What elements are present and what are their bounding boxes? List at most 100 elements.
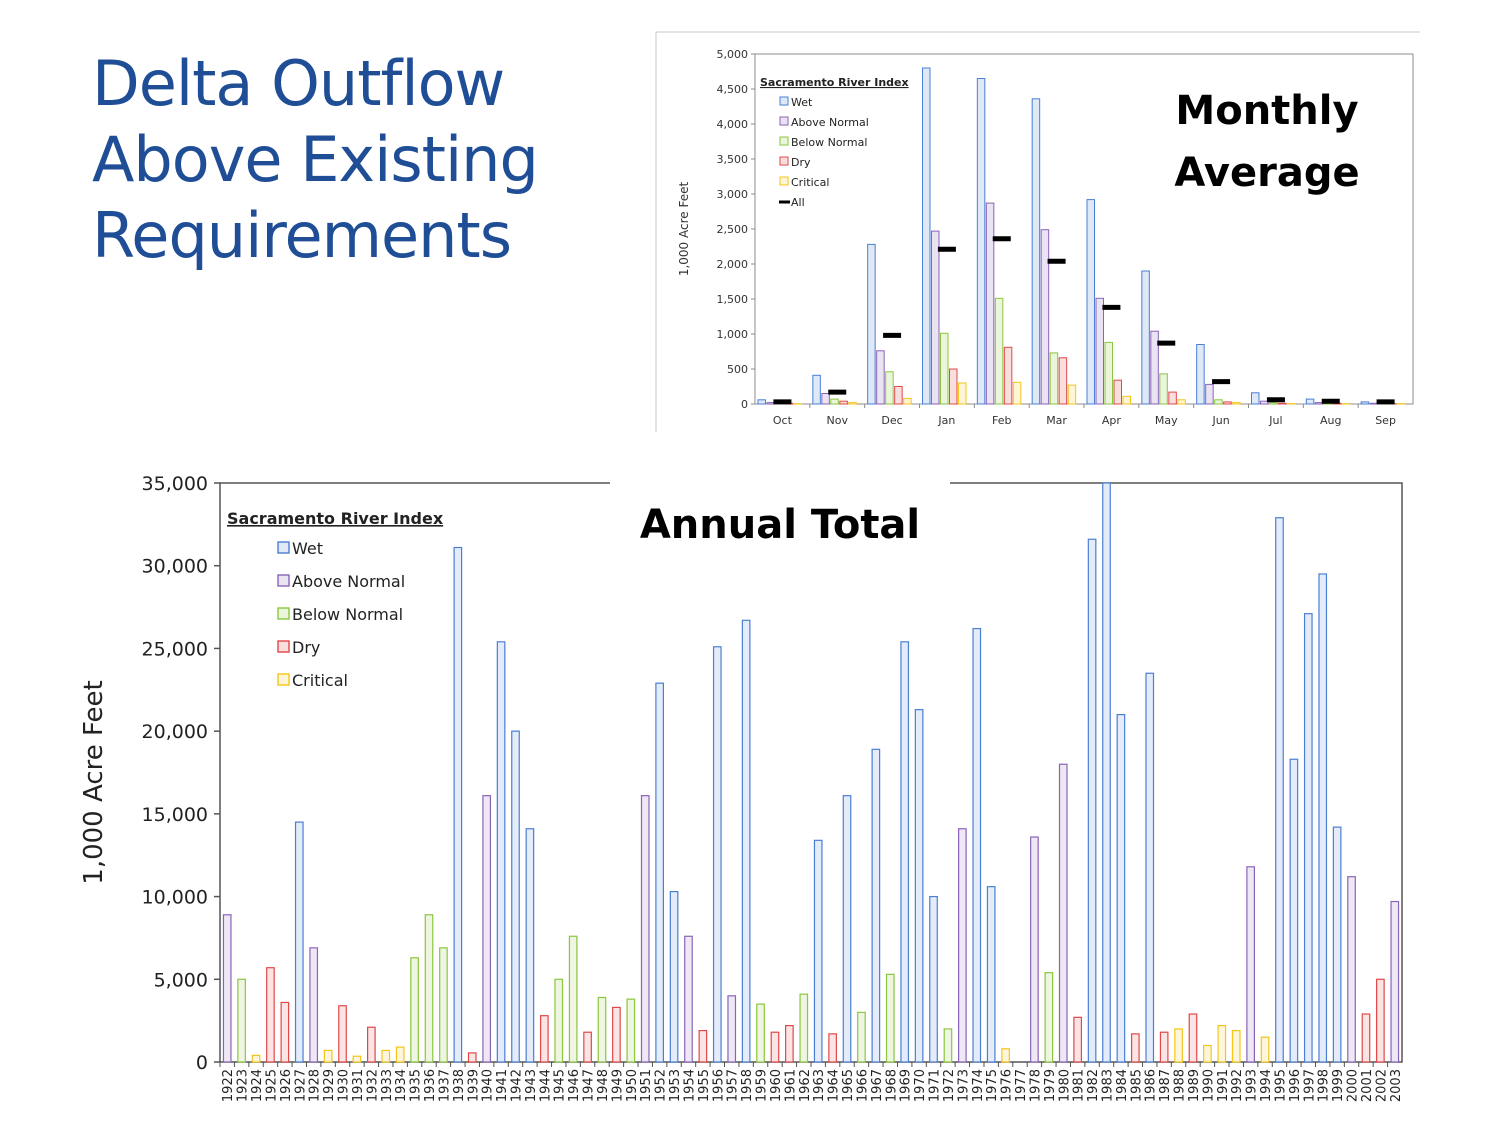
x-tick-label: 1925 bbox=[264, 1069, 279, 1102]
bar-1939 bbox=[467, 1052, 477, 1063]
bar-wet-nov bbox=[812, 374, 821, 405]
bar-1958 bbox=[741, 619, 751, 1063]
bar-1924 bbox=[251, 1054, 261, 1063]
legend-swatch-wet bbox=[277, 541, 290, 554]
bar-1961 bbox=[785, 1025, 794, 1063]
legend-swatch-critical bbox=[277, 673, 290, 686]
legend-swatch-dry bbox=[277, 640, 290, 653]
bar-1938 bbox=[453, 546, 463, 1063]
legend-swatch-above-normal bbox=[779, 116, 789, 126]
x-tick-label: 1922 bbox=[221, 1069, 236, 1102]
slide-title-line: Above Existing bbox=[92, 123, 539, 196]
legend-label-above-normal: Above Normal bbox=[791, 116, 869, 129]
bar-1947 bbox=[583, 1031, 592, 1063]
legend-label-above-normal: Above Normal bbox=[292, 572, 405, 591]
bar-1960 bbox=[770, 1031, 780, 1063]
bar-1927 bbox=[294, 821, 304, 1063]
x-tick-label: 1924 bbox=[250, 1069, 265, 1102]
x-tick-label: 1965 bbox=[841, 1069, 856, 1102]
plot-area bbox=[219, 482, 1403, 1063]
y-tick-label: 30,000 bbox=[142, 556, 208, 578]
x-tick-label: 1967 bbox=[870, 1069, 885, 1102]
x-tick-label: 1944 bbox=[538, 1069, 553, 1102]
bar-1987 bbox=[1159, 1031, 1169, 1063]
x-tick-label: 1963 bbox=[812, 1069, 827, 1102]
x-tick-label: 2000 bbox=[1346, 1069, 1361, 1102]
x-tick-label: 1987 bbox=[1158, 1069, 1173, 1102]
bar-1981 bbox=[1073, 1016, 1083, 1063]
bar-dry-dec bbox=[894, 386, 903, 405]
x-tick-label: 1957 bbox=[726, 1069, 741, 1102]
bar-critical-may bbox=[1177, 399, 1186, 405]
bar-1995 bbox=[1275, 517, 1284, 1063]
x-tick-label: 1985 bbox=[1129, 1069, 1144, 1102]
x-tick-label: 1943 bbox=[524, 1069, 539, 1102]
x-tick-label: 1947 bbox=[582, 1069, 597, 1102]
bar-1967 bbox=[871, 748, 881, 1063]
bar-1942 bbox=[511, 730, 520, 1063]
bar-above-normal-jun bbox=[1205, 383, 1214, 405]
x-tick-label: 1961 bbox=[783, 1069, 798, 1102]
x-tick-label: 1926 bbox=[279, 1069, 294, 1102]
bar-1986 bbox=[1145, 672, 1155, 1063]
title-box bbox=[1160, 78, 1370, 210]
bar-1982 bbox=[1087, 538, 1097, 1063]
y-tick-label: 4,500 bbox=[717, 83, 749, 96]
bar-below-normal-dec bbox=[885, 371, 894, 405]
x-tick-label: 1988 bbox=[1173, 1069, 1188, 1102]
bar-above-normal-nov bbox=[821, 393, 830, 405]
x-tick-label: 1966 bbox=[855, 1069, 870, 1102]
y-tick-label: 15,000 bbox=[142, 804, 208, 826]
x-tick-label: May bbox=[1155, 414, 1178, 427]
bar-below-normal-feb bbox=[994, 297, 1004, 405]
x-tick-label: 1996 bbox=[1288, 1069, 1303, 1102]
bar-1931 bbox=[352, 1055, 362, 1063]
x-tick-label: Jul bbox=[1268, 414, 1282, 427]
bar-1940 bbox=[482, 795, 492, 1063]
x-tick-label: Oct bbox=[773, 414, 793, 427]
bar-wet-aug bbox=[1305, 398, 1315, 405]
bar-1959 bbox=[756, 1003, 765, 1063]
x-tick-label: 1999 bbox=[1331, 1069, 1346, 1102]
bar-dry-jan bbox=[949, 368, 958, 405]
x-tick-label: 1979 bbox=[1043, 1069, 1058, 1102]
bar-1949 bbox=[612, 1006, 621, 1063]
bar-above-normal-apr bbox=[1095, 297, 1104, 405]
x-tick-label: 1990 bbox=[1201, 1069, 1216, 1102]
bar-dry-jul bbox=[1278, 402, 1287, 405]
bar-1962 bbox=[799, 993, 809, 1063]
legend-swatch-below-normal bbox=[277, 607, 290, 620]
y-tick-label: 10,000 bbox=[142, 887, 208, 909]
bar-below-normal-jul bbox=[1269, 402, 1278, 405]
bar-1978 bbox=[1030, 836, 1039, 1063]
bar-wet-may bbox=[1141, 270, 1150, 405]
bar-wet-jan bbox=[922, 67, 931, 405]
bar-below-normal-apr bbox=[1104, 341, 1113, 405]
bar-1956 bbox=[712, 646, 722, 1063]
legend-swatch-below-normal bbox=[779, 136, 789, 146]
bar-1936 bbox=[424, 914, 434, 1063]
y-tick-label: 35,000 bbox=[142, 473, 208, 495]
x-tick-label: 1956 bbox=[711, 1069, 726, 1102]
bar-critical-jun bbox=[1232, 402, 1241, 405]
x-tick-label: 1959 bbox=[755, 1069, 770, 1102]
x-tick-label: 1977 bbox=[1014, 1069, 1029, 1102]
bar-1926 bbox=[280, 1001, 290, 1063]
x-tick-label: 1931 bbox=[351, 1069, 366, 1102]
y-tick-label: 3,000 bbox=[717, 188, 749, 201]
x-tick-label: 1938 bbox=[452, 1069, 467, 1102]
x-tick-label: 1949 bbox=[610, 1069, 625, 1102]
x-tick-label: 1971 bbox=[928, 1069, 943, 1102]
y-tick-label: 3,500 bbox=[717, 153, 749, 166]
legend-swatch-above-normal bbox=[277, 574, 290, 587]
bar-1966 bbox=[857, 1011, 866, 1063]
x-tick-label: 2002 bbox=[1374, 1069, 1389, 1102]
bar-1953 bbox=[669, 891, 679, 1063]
legend-title: Sacramento River Index bbox=[227, 509, 444, 528]
x-tick-label: 1975 bbox=[985, 1069, 1000, 1102]
bar-1929 bbox=[323, 1049, 333, 1063]
bar-1984 bbox=[1116, 714, 1126, 1063]
bar-1941 bbox=[496, 641, 506, 1063]
bar-wet-mar bbox=[1031, 98, 1041, 405]
bar-1922 bbox=[222, 914, 232, 1063]
